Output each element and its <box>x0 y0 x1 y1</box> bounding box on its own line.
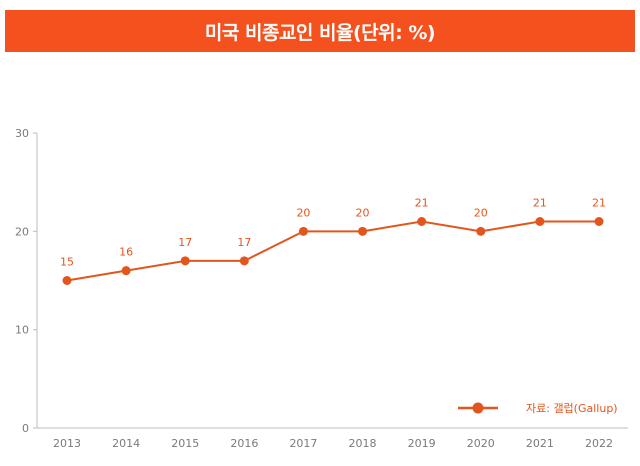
data-point <box>594 217 604 226</box>
y-tick-label: 0 <box>22 422 29 435</box>
data-point <box>298 226 308 236</box>
y-tick-label: 10 <box>15 324 29 337</box>
chart-legend: 자료: 갤럽(Gallup) <box>458 401 618 415</box>
data-label: 20 <box>296 206 310 219</box>
x-tick-label: 2022 <box>585 437 613 450</box>
data-label: 16 <box>119 246 133 259</box>
chart-title: 미국 비종교인 비율(단위: %) <box>204 21 436 44</box>
data-point <box>476 226 486 236</box>
data-point <box>121 266 131 276</box>
data-label: 20 <box>356 206 370 219</box>
legend-label: 자료: 갤럽(Gallup) <box>526 401 618 415</box>
y-tick-label: 20 <box>15 225 29 238</box>
x-tick-label: 2018 <box>349 437 377 450</box>
data-label: 17 <box>237 236 251 249</box>
data-label: 20 <box>474 206 488 219</box>
data-label: 21 <box>415 197 429 210</box>
legend-marker-icon <box>472 402 484 414</box>
x-tick-label: 2019 <box>408 437 436 450</box>
x-tick-label: 2014 <box>112 437 140 450</box>
x-tick-label: 2020 <box>467 437 495 450</box>
title-banner: 미국 비종교인 비율(단위: %) <box>5 10 635 52</box>
series-line <box>66 220 599 282</box>
x-tick-label: 2017 <box>289 437 317 450</box>
x-tick-label: 2016 <box>230 437 258 450</box>
data-point <box>358 226 368 236</box>
data-point <box>417 217 427 226</box>
chart-plot: 15 16 17 17 20 20 21 20 21 21 <box>60 197 606 285</box>
data-point <box>535 217 545 226</box>
y-tick-label: 30 <box>15 127 29 140</box>
x-tick-label: 2021 <box>526 437 554 450</box>
data-point <box>62 276 72 285</box>
data-point <box>180 256 190 266</box>
x-tick-label: 2013 <box>53 437 81 450</box>
data-label: 17 <box>178 236 192 249</box>
x-tick-label: 2015 <box>171 437 199 450</box>
data-label: 21 <box>592 197 606 210</box>
data-label: 21 <box>533 197 547 210</box>
data-label: 15 <box>60 256 74 269</box>
data-point <box>239 256 249 266</box>
